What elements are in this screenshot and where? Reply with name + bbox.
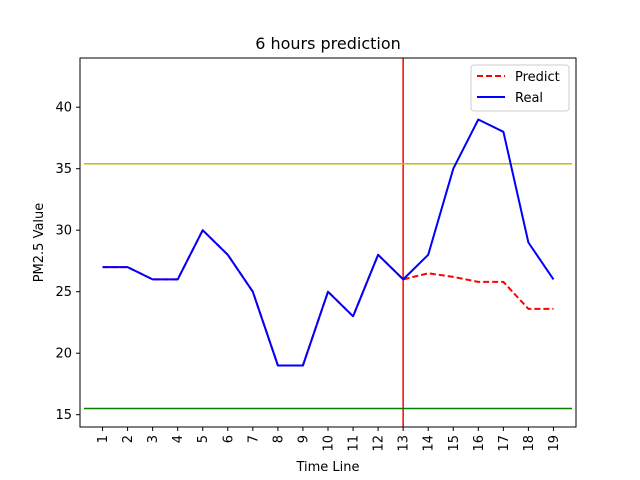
x-tick-label: 5 xyxy=(196,435,211,443)
y-tick-label: 35 xyxy=(55,162,72,177)
x-tick-label: 17 xyxy=(497,435,512,452)
series-line-real xyxy=(102,118,555,367)
x-tick-label: 16 xyxy=(472,435,487,452)
y-tick-label: 20 xyxy=(55,347,72,362)
x-tick-label: 6 xyxy=(221,435,236,443)
x-tick-label: 18 xyxy=(522,435,537,452)
y-axis-label: PM2.5 Value xyxy=(32,203,47,283)
x-tick-label: 2 xyxy=(121,435,136,443)
reference-lines xyxy=(84,58,572,427)
legend-label-predict: Predict xyxy=(515,70,560,85)
y-tick-label: 25 xyxy=(55,285,72,300)
y-tick-label: 40 xyxy=(55,101,72,116)
x-tick-label: 4 xyxy=(171,435,186,443)
x-axis: 1 2 3 4 5 6 7 8 9 10 11 12 13 14 15 16 17 18 19 xyxy=(96,427,562,452)
legend: Predict Real xyxy=(470,64,570,112)
x-tick-label: 7 xyxy=(246,435,261,443)
y-tick-label: 30 xyxy=(55,224,72,239)
x-tick-label: 9 xyxy=(296,435,311,443)
series-layer xyxy=(102,118,555,367)
chart-title: 6 hours prediction xyxy=(255,34,401,53)
x-tick-label: 1 xyxy=(96,435,111,443)
x-tick-label: 14 xyxy=(422,435,437,452)
x-tick-label: 10 xyxy=(322,435,337,452)
series-line-predict xyxy=(102,229,554,367)
plot-area xyxy=(80,58,576,427)
x-axis-label: Time Line xyxy=(295,460,359,475)
x-tick-label: 15 xyxy=(447,435,462,452)
x-tick-label: 12 xyxy=(372,435,387,452)
x-tick-label: 13 xyxy=(397,435,412,452)
y-tick-label: 15 xyxy=(55,408,72,423)
x-tick-label: 19 xyxy=(547,435,562,452)
x-tick-label: 11 xyxy=(347,435,362,452)
x-tick-label: 3 xyxy=(146,435,161,443)
y-axis: 15 20 25 30 35 40 xyxy=(55,101,80,423)
legend-label-real: Real xyxy=(515,91,543,106)
x-tick-label: 8 xyxy=(271,435,286,443)
